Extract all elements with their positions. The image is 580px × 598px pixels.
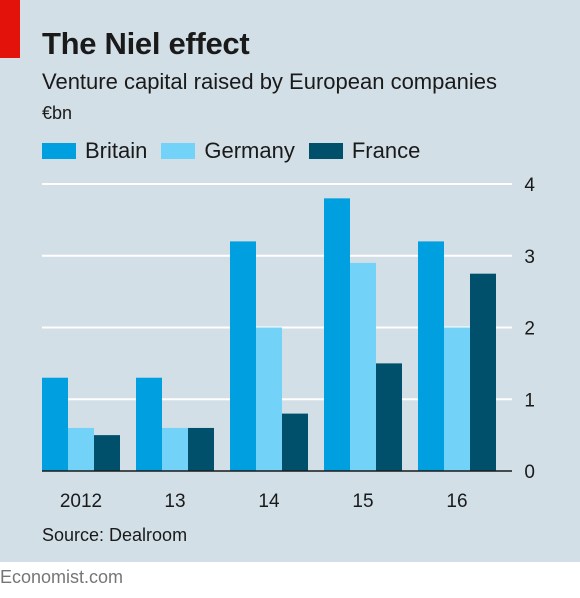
bar-britain [136, 377, 162, 471]
legend-item-germany: Germany [161, 138, 295, 164]
bar-germany [350, 262, 376, 471]
legend-swatch-britain [42, 143, 76, 159]
legend-swatch-germany [161, 143, 196, 159]
y-tick-label: 1 [524, 390, 535, 411]
legend-swatch-france [308, 143, 343, 159]
x-tick-label: 2012 [60, 491, 102, 512]
y-tick-label: 3 [524, 247, 535, 268]
x-tick-label: 15 [352, 491, 373, 512]
y-tick-label: 4 [524, 175, 535, 196]
footer-credit: Economist.com [0, 567, 124, 587]
legend-item-britain: Britain [42, 138, 147, 164]
y-tick-label: 0 [524, 462, 535, 483]
bar-germany [444, 327, 470, 471]
legend-label-france: France [351, 138, 421, 163]
legend-label-britain: Britain [85, 138, 148, 163]
bar-france [376, 363, 402, 471]
bar-britain [418, 241, 444, 471]
bar-france [470, 273, 496, 471]
bar-germany [68, 427, 94, 471]
bar-chart: 0 1 2 3 4 2012 13 14 15 16 [42, 175, 535, 512]
chart-subtitle: Venture capital raised by European compa… [42, 69, 497, 94]
bar-france [94, 435, 120, 471]
x-tick-label: 14 [258, 491, 280, 512]
unit-label: €bn [42, 103, 73, 123]
bar-britain [230, 241, 256, 471]
bar-britain [324, 198, 350, 471]
bar-france [188, 427, 214, 471]
bar-germany [256, 327, 282, 471]
chart-title: The Niel effect [42, 26, 250, 61]
x-tick-label: 13 [164, 491, 185, 512]
bar-germany [162, 427, 188, 471]
bar-france [282, 413, 308, 471]
bar-britain [42, 377, 68, 471]
x-tick-label: 16 [446, 491, 467, 512]
source-note: Source: Dealroom [42, 525, 188, 545]
legend-label-germany: Germany [204, 138, 295, 163]
brand-tag [0, 0, 20, 58]
y-tick-label: 2 [524, 319, 535, 340]
legend: Britain Germany France [42, 138, 434, 164]
legend-item-france: France [308, 138, 421, 164]
